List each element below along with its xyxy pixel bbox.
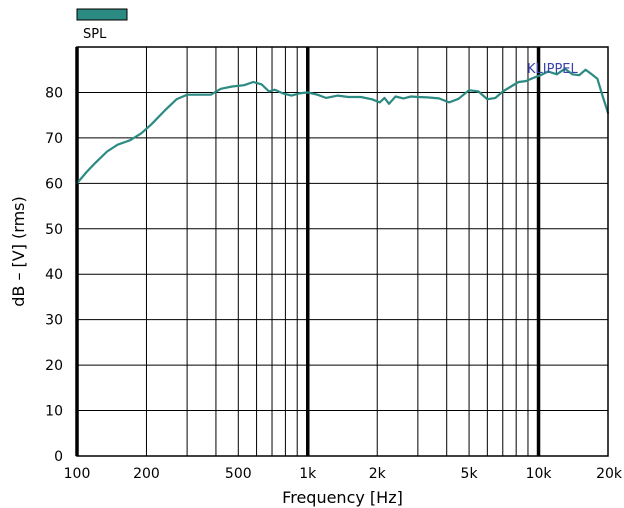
x-axis-title: Frequency [Hz] xyxy=(282,488,403,507)
tick-labels: 100 200 500 1k 2k 5k 10k 20k 0 10 20 30 40 50 60 70 80 xyxy=(45,85,623,482)
x-tick-label: 10k xyxy=(526,466,553,482)
x-tick-label: 5k xyxy=(461,466,479,482)
x-tick-label: 1k xyxy=(299,466,317,482)
x-tick-label: 500 xyxy=(225,466,252,482)
y-tick-label: 80 xyxy=(45,85,63,101)
y-tick-label: 40 xyxy=(45,267,63,283)
x-tick-label: 20k xyxy=(596,466,623,482)
x-tick-label: 2k xyxy=(369,466,387,482)
grid xyxy=(75,47,609,457)
plot-frame xyxy=(76,46,609,457)
y-tick-label: 0 xyxy=(54,449,63,465)
x-tick-label: 200 xyxy=(133,466,160,482)
legend: SPL xyxy=(76,8,128,42)
y-tick-label: 10 xyxy=(45,404,63,420)
y-tick-label: 20 xyxy=(45,358,63,374)
y-tick-label: 70 xyxy=(45,131,63,147)
y-tick-label: 50 xyxy=(45,222,63,238)
series-layer xyxy=(75,67,610,185)
klippel-brand-label: KLIPPEL xyxy=(527,62,578,77)
x-tick-label: 100 xyxy=(64,466,91,482)
y-tick-label: 60 xyxy=(45,176,63,192)
legend-label-spl: SPL xyxy=(83,27,107,42)
series-line-spl xyxy=(75,67,610,185)
y-tick-label: 30 xyxy=(45,313,63,329)
legend-swatch-spl xyxy=(76,8,128,21)
y-axis-title: dB – [V] (rms) xyxy=(9,196,28,307)
